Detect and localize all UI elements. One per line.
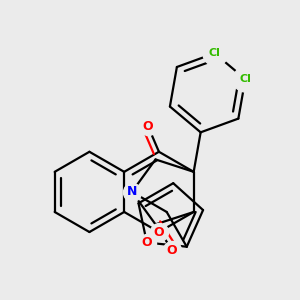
Text: O: O [142,119,153,133]
Text: N: N [127,185,137,198]
Text: Cl: Cl [239,74,251,84]
Text: O: O [142,236,152,249]
Text: Cl: Cl [208,48,220,58]
Text: O: O [154,226,164,238]
Text: O: O [167,244,177,256]
